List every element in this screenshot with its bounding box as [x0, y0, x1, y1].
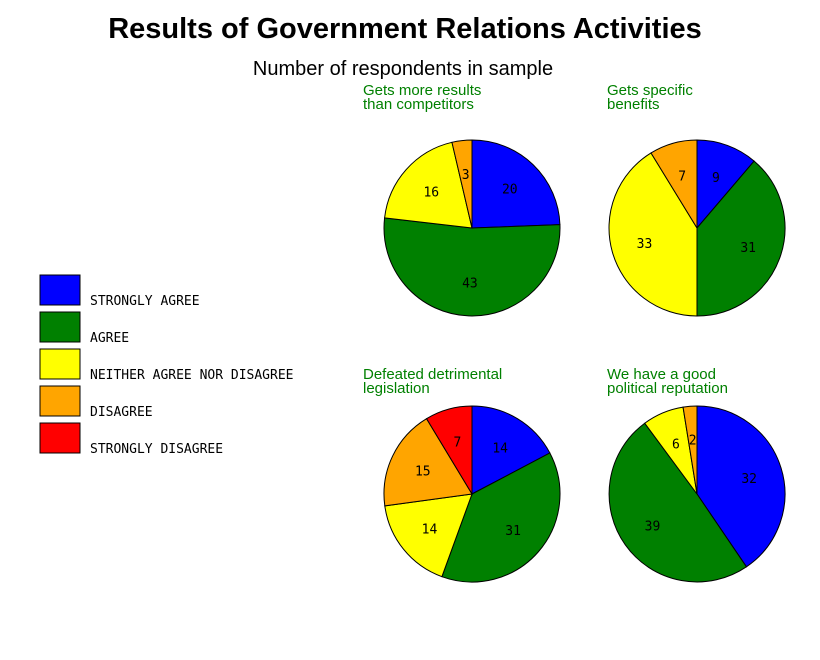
pie-title: political reputation [607, 380, 728, 397]
slice-label: 16 [423, 186, 439, 201]
legend-swatch [39, 274, 81, 306]
slice-label: 2 [689, 434, 697, 449]
slice-label: 15 [415, 465, 431, 480]
slice-label: 6 [672, 438, 680, 453]
pie-title: Gets specific [607, 82, 693, 99]
pie-slice [425, 405, 473, 496]
pie-slice [471, 405, 551, 495]
pie-slice [384, 493, 473, 578]
slice-label: 31 [740, 241, 756, 256]
legend-swatch [39, 385, 81, 417]
pie-slice [384, 141, 473, 229]
pie-slice [608, 422, 748, 583]
pie-title: We have a good [607, 366, 716, 383]
pie-title: benefits [607, 96, 660, 113]
slice-label: 20 [502, 183, 518, 198]
legend-label: AGREE [90, 331, 129, 346]
legend-label: NEITHER AGREE NOR DISAGREE [90, 368, 294, 383]
legend-swatch [39, 311, 81, 343]
pie-slice [383, 417, 473, 507]
pie-slice [696, 405, 786, 568]
legend-label: STRONGLY AGREE [90, 294, 200, 309]
pie-slice [608, 152, 698, 317]
pie-title: Defeated detrimental [363, 366, 502, 383]
pie-slice [650, 139, 698, 230]
legend-swatch [39, 422, 81, 454]
slice-label: 31 [505, 524, 521, 539]
pie-slice [696, 160, 786, 317]
slice-label: 3 [462, 168, 470, 183]
pie-slice [383, 217, 561, 317]
chart-title: Results of Government Relations Activiti… [108, 13, 702, 45]
legend-label: STRONGLY DISAGREE [90, 442, 223, 457]
slice-label: 9 [712, 171, 720, 186]
slice-label: 39 [645, 520, 661, 535]
legend-swatch [39, 348, 81, 380]
legend: STRONGLY AGREE AGREE NEITHER AGREE NOR DIS… [39, 274, 294, 457]
pie-slice [451, 139, 473, 229]
pie-slice [682, 405, 698, 495]
slice-label: 43 [462, 277, 478, 292]
pie-slice [441, 452, 561, 583]
pie-title: Gets more results [363, 82, 481, 99]
slice-label: 14 [492, 441, 508, 456]
pie-title: than competitors [363, 96, 474, 113]
slice-label: 7 [453, 435, 461, 450]
pie-title: legislation [363, 380, 430, 397]
pie-slice [471, 139, 561, 229]
slice-label: 32 [741, 472, 757, 487]
chart-subtitle: Number of respondents in sample [253, 58, 553, 80]
legend-label: DISAGREE [90, 405, 153, 420]
slice-label: 33 [637, 237, 653, 252]
slice-label: 14 [422, 522, 438, 537]
slice-label: 7 [678, 170, 686, 185]
